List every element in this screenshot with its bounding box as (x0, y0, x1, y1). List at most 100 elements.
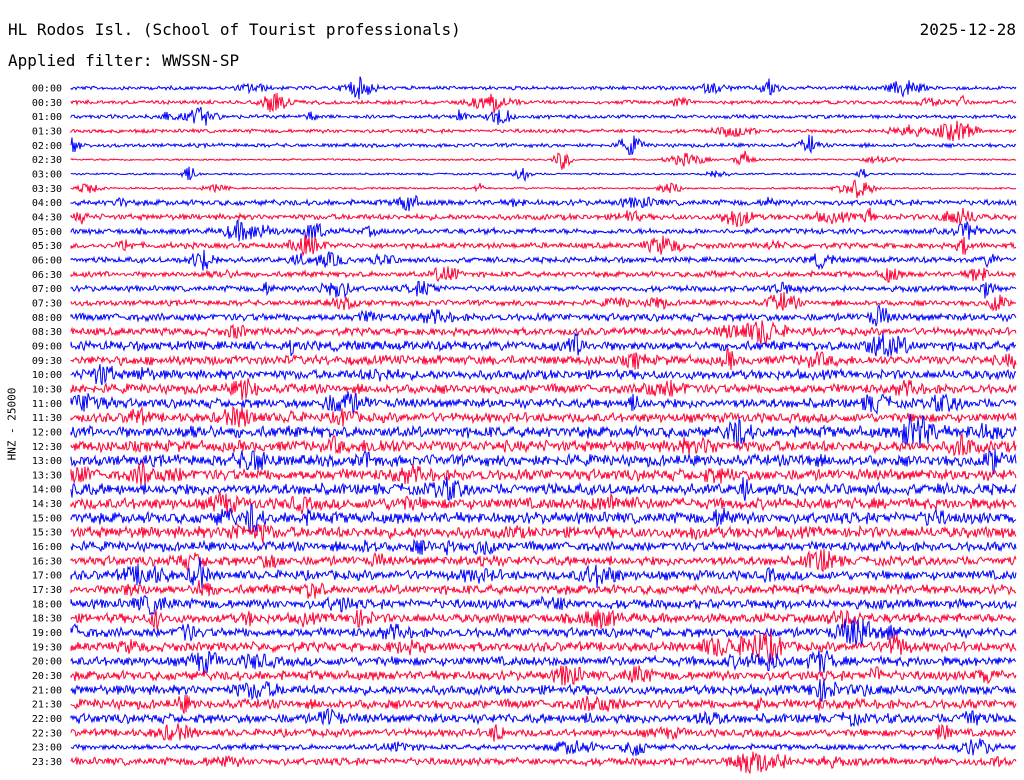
trace-line (70, 707, 1017, 727)
trace-line (70, 218, 1017, 242)
trace-line (70, 548, 1017, 573)
trace-line (70, 665, 1017, 686)
time-ticks: 00:00 00:30 01:00 01:30 02:00 02:30 03:00 03:30… (32, 84, 62, 769)
time-tick-label: 18:00 (32, 599, 62, 610)
trace-line (70, 377, 1017, 400)
trace-line (70, 166, 1017, 183)
trace-line (70, 320, 1017, 346)
trace-line (70, 523, 1017, 544)
time-tick-label: 20:30 (32, 671, 62, 682)
time-tick-label: 21:30 (32, 700, 62, 711)
time-tick-label: 03:00 (32, 169, 62, 180)
time-tick-label: 23:00 (32, 743, 62, 754)
time-tick-label: 15:00 (32, 513, 62, 524)
time-tick-label: 04:00 (32, 198, 62, 209)
time-tick-label: 05:00 (32, 227, 62, 238)
trace-line (70, 234, 1017, 257)
time-tick-label: 13:00 (32, 456, 62, 467)
time-tick-label: 22:00 (32, 714, 62, 725)
trace-line (70, 76, 1017, 100)
time-tick-label: 23:30 (32, 757, 62, 768)
trace-line (70, 630, 1017, 664)
trace-line (70, 194, 1017, 212)
trace-line (70, 538, 1017, 556)
time-tick-label: 20:00 (32, 657, 62, 668)
trace-line (70, 106, 1017, 126)
time-tick-label: 02:00 (32, 141, 62, 152)
trace-line (70, 303, 1017, 327)
trace-line (70, 679, 1017, 703)
trace-line (70, 650, 1017, 675)
trace-line (70, 433, 1017, 457)
trace-line (70, 723, 1017, 742)
time-tick-label: 19:30 (32, 642, 62, 653)
trace-line (70, 461, 1017, 486)
trace-line (70, 391, 1017, 416)
time-tick-label: 01:00 (32, 112, 62, 123)
trace-line (70, 280, 1017, 299)
time-tick-label: 08:00 (32, 313, 62, 324)
time-tick-label: 14:00 (32, 485, 62, 496)
trace-line (70, 249, 1017, 271)
date-label: 2025-12-28 (919, 20, 1016, 39)
trace-line (70, 694, 1017, 714)
time-tick-label: 05:30 (32, 241, 62, 252)
trace-line (70, 207, 1017, 228)
filter-label: Applied filter: WWSSN-SP (8, 51, 240, 70)
trace-line (70, 580, 1017, 599)
trace-line (70, 120, 1017, 142)
time-tick-label: 19:00 (32, 628, 62, 639)
trace-line (70, 476, 1017, 502)
time-tick-label: 22:30 (32, 728, 62, 739)
trace-line (70, 266, 1017, 283)
time-tick-label: 17:00 (32, 571, 62, 582)
trace-line (70, 492, 1017, 515)
time-tick-label: 00:30 (32, 98, 62, 109)
trace-line (70, 738, 1017, 757)
time-tick-label: 11:30 (32, 413, 62, 424)
time-tick-label: 07:30 (32, 298, 62, 309)
trace-line (70, 150, 1017, 170)
trace-line (70, 291, 1017, 312)
time-tick-label: 07:00 (32, 284, 62, 295)
time-tick-label: 01:30 (32, 126, 62, 137)
time-tick-label: 21:00 (32, 685, 62, 696)
time-tick-label: 09:30 (32, 356, 62, 367)
trace-line (70, 331, 1017, 357)
time-tick-label: 18:30 (32, 614, 62, 625)
trace-line (70, 179, 1017, 199)
time-tick-label: 11:00 (32, 399, 62, 410)
time-tick-label: 13:30 (32, 470, 62, 481)
trace-line (70, 617, 1017, 647)
trace-line (70, 751, 1017, 774)
time-tick-label: 06:00 (32, 255, 62, 266)
time-tick-label: 16:30 (32, 556, 62, 567)
trace-line (70, 594, 1017, 616)
trace-line (70, 364, 1017, 386)
time-tick-label: 12:30 (32, 442, 62, 453)
trace-line (70, 92, 1017, 114)
time-tick-label: 00:00 (32, 84, 62, 95)
trace-line (70, 413, 1017, 450)
time-tick-label: 06:30 (32, 270, 62, 281)
trace-line (70, 347, 1017, 371)
time-tick-label: 08:30 (32, 327, 62, 338)
time-tick-label: 09:00 (32, 341, 62, 352)
trace-line (70, 405, 1017, 428)
time-tick-label: 04:30 (32, 212, 62, 223)
time-tick-label: 02:30 (32, 155, 62, 166)
time-tick-label: 10:00 (32, 370, 62, 381)
trace-line (70, 503, 1017, 533)
time-tick-label: 16:00 (32, 542, 62, 553)
time-tick-label: 17:30 (32, 585, 62, 596)
seismic-traces (70, 76, 1017, 774)
trace-line (70, 134, 1017, 156)
time-tick-label: 10:30 (32, 384, 62, 395)
time-tick-label: 12:00 (32, 427, 62, 438)
time-tick-label: 03:30 (32, 184, 62, 195)
trace-line (70, 448, 1017, 475)
time-tick-label: 15:30 (32, 528, 62, 539)
trace-line (70, 609, 1016, 630)
station-title: HL Rodos Isl. (School of Tourist profess… (8, 20, 461, 39)
